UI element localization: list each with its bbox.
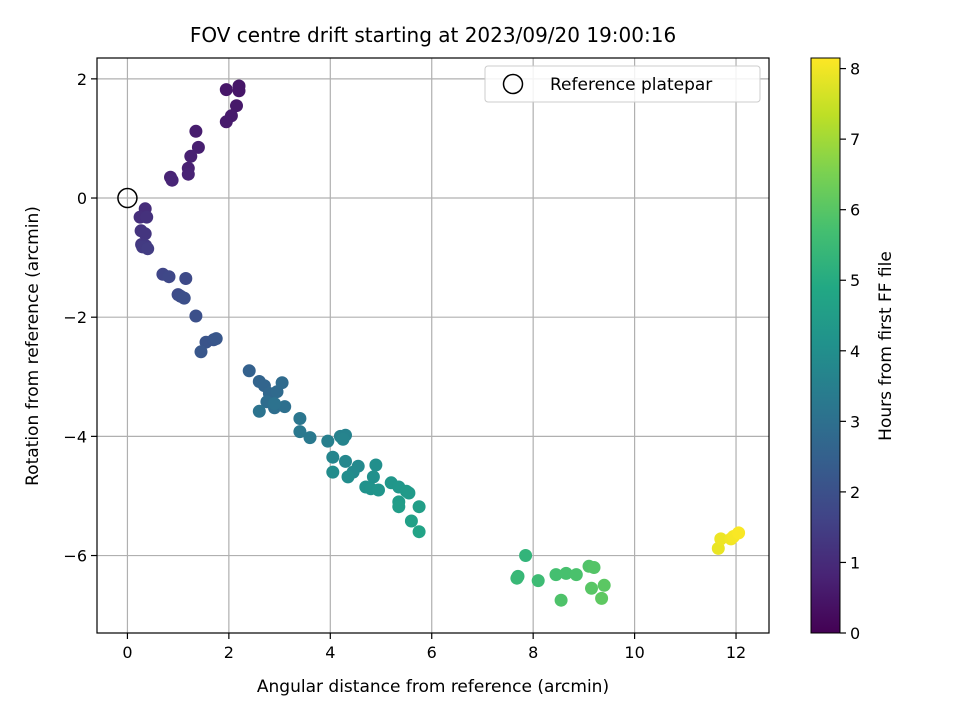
data-point [404,514,418,528]
data-point [519,549,533,562]
data-point [268,397,281,411]
colorbar-tick-label: 1 [850,553,860,572]
data-point [510,571,524,585]
data-point [339,454,352,468]
data-point [194,345,208,359]
colorbar-tick-label: 5 [850,271,860,290]
data-point [219,115,233,129]
reference-platepar-marker [117,187,138,209]
data-point [181,167,195,181]
colorbar-tick-label: 7 [850,130,860,149]
legend-box [484,65,761,103]
data-point [372,483,385,497]
data-point [402,486,416,500]
data-point [595,591,609,605]
x-tick-label: 2 [224,643,234,662]
data-point [191,140,205,154]
data-point [141,242,155,256]
data-point [585,581,598,595]
data-point [189,124,203,138]
data-point [138,227,152,241]
colorbar-tick-label: 4 [850,342,860,361]
y-tick-label: −2 [63,308,87,327]
data-point [326,450,340,464]
x-tick-label: 8 [528,643,538,662]
data-point [326,465,340,479]
data-point [242,364,256,378]
legend: Reference platepar [484,65,761,103]
data-point [569,568,583,582]
x-tick-label: 4 [325,643,335,662]
data-point [341,470,355,484]
data-point [293,425,307,439]
data-point [369,458,383,472]
colorbar: 0 1 2 3 4 5 6 7 8 Hours from first FF file [810,57,896,643]
data-point [412,525,426,539]
data-point [230,99,243,113]
y-tick-label: −4 [63,427,87,446]
data-point [366,470,380,484]
data-point [165,173,179,187]
reference-marker [117,187,138,209]
legend-label: Reference platepar [550,75,712,95]
data-point [278,400,292,414]
colorbar-tick-label: 0 [850,624,860,643]
colorbar-tick-label: 8 [850,60,860,79]
x-tick-label: 12 [726,643,746,662]
data-point [189,309,203,323]
data-point [531,574,545,588]
y-axis-label: Rotation from reference (arcmin) [23,206,43,486]
colorbar-tick-label: 3 [850,412,860,431]
colorbar-ticks: 0 1 2 3 4 5 6 7 8 [840,60,860,643]
data-point [179,272,193,285]
y-axis-ticks: 2 0 −2 −4 −6 [63,70,97,566]
x-axis-label: Angular distance from reference (arcmin) [257,677,609,697]
data-points [133,79,746,607]
colorbar-tick-label: 6 [850,201,860,220]
data-point [597,578,611,592]
data-point [275,376,289,390]
x-tick-label: 10 [624,643,644,662]
data-point [293,412,307,425]
data-point [232,84,246,98]
colorbar-gradient [810,57,841,634]
data-point [162,270,176,284]
legend-marker-icon [502,73,524,95]
data-point [303,431,317,445]
data-point [392,500,406,514]
chart-title: FOV centre drift starting at 2023/09/20 … [190,23,676,47]
x-axis-ticks: 0 2 4 6 8 10 12 [122,633,746,662]
data-point [252,404,266,418]
grid [97,58,769,633]
x-tick-label: 6 [427,643,437,662]
plot-frame [96,57,770,634]
colorbar-tick-label: 2 [850,483,860,502]
y-tick-label: −6 [63,547,87,566]
colorbar-label: Hours from first FF file [876,251,896,441]
data-point [412,500,426,514]
data-point [732,526,746,540]
data-point [587,561,601,574]
data-point [184,149,198,163]
data-point [219,83,233,97]
y-tick-label: 0 [77,189,87,208]
x-tick-label: 0 [122,643,132,662]
data-point [559,566,573,580]
data-point [336,432,350,446]
data-point [140,210,154,224]
data-point [177,291,191,305]
data-point [321,434,335,448]
data-point [549,568,563,582]
y-tick-label: 2 [77,70,87,89]
data-point [209,332,223,346]
data-point [554,593,568,607]
data-point [714,532,728,546]
